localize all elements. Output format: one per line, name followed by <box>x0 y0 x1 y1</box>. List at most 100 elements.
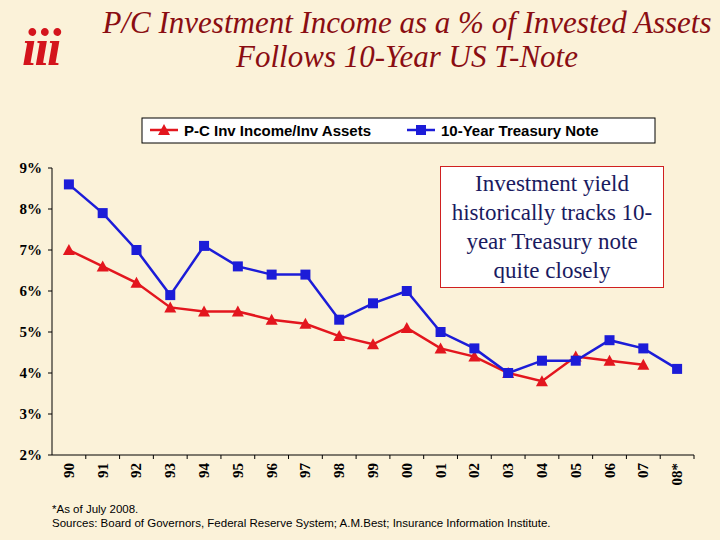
title: P/C Investment Income as a % of Invested… <box>98 6 716 74</box>
x-tick-label: 08* <box>669 463 685 486</box>
data-point <box>604 355 616 366</box>
x-tick <box>356 455 357 459</box>
data-point <box>97 260 109 271</box>
x-tick <box>525 455 526 459</box>
x-tick-label: 02 <box>466 463 482 478</box>
data-point <box>436 327 446 337</box>
data-point <box>402 286 412 296</box>
data-point <box>333 330 345 341</box>
data-point <box>198 306 210 317</box>
x-tick-label: 01 <box>433 463 449 478</box>
x-tick <box>119 455 120 459</box>
x-tick-label: 05 <box>568 463 584 478</box>
y-tick-label: 2% <box>20 447 43 463</box>
data-point <box>300 270 310 280</box>
legend: P-C Inv Income/Inv Assets 10-Year Treasur… <box>142 118 655 143</box>
logo: iii <box>22 18 59 77</box>
x-tick-label: 96 <box>264 463 280 479</box>
data-point <box>334 315 344 325</box>
x-tick <box>153 455 154 459</box>
data-point <box>367 338 379 349</box>
x-tick <box>423 455 424 459</box>
data-point <box>232 306 244 317</box>
x-tick <box>660 455 661 459</box>
y-tick <box>48 168 52 169</box>
legend-marker <box>416 125 426 135</box>
data-point <box>571 356 581 366</box>
x-tick <box>389 455 390 459</box>
y-tick <box>48 455 52 456</box>
data-point <box>368 298 378 308</box>
data-point <box>299 318 311 329</box>
x-tick-label: 90 <box>61 463 77 478</box>
y-tick <box>48 291 52 292</box>
data-point <box>233 261 243 271</box>
x-tick <box>220 455 221 459</box>
data-point <box>164 301 176 312</box>
x-tick-label: 95 <box>230 463 246 478</box>
x-tick <box>187 455 188 459</box>
x-tick <box>322 455 323 459</box>
y-tick-label: 4% <box>20 365 43 381</box>
x-tick-label: 04 <box>534 463 550 479</box>
x-tick <box>694 455 695 459</box>
data-point <box>266 314 278 325</box>
y-tick-label: 5% <box>20 324 43 340</box>
x-tick <box>85 455 86 459</box>
axes: 2%3%4%5%6%7%8%9%909192939495969798990001… <box>20 160 695 486</box>
data-point <box>605 335 615 345</box>
x-tick <box>626 455 627 459</box>
data-point <box>131 245 141 255</box>
x-tick-label: 06 <box>602 463 618 479</box>
data-point <box>98 208 108 218</box>
annotation: Investment yield historically tracks 10-… <box>440 166 664 288</box>
x-tick-label: 00 <box>399 463 415 478</box>
x-tick <box>288 455 289 459</box>
data-point <box>469 343 479 353</box>
y-axis <box>52 168 53 455</box>
x-tick-label: 03 <box>500 463 516 478</box>
x-tick <box>254 455 255 459</box>
y-tick-label: 8% <box>20 201 43 217</box>
legend-box <box>142 118 655 143</box>
x-axis <box>52 455 694 456</box>
x-tick-label: 97 <box>297 463 313 479</box>
data-point <box>638 343 648 353</box>
page: P-C Inv Income/Inv Assets 10-Year Treasur… <box>0 0 720 540</box>
data-point <box>672 364 682 374</box>
data-point <box>435 342 447 353</box>
y-tick-label: 3% <box>20 406 43 422</box>
data-point <box>199 241 209 251</box>
data-point <box>165 290 175 300</box>
data-point <box>267 270 277 280</box>
data-point <box>64 179 74 189</box>
data-point <box>503 368 513 378</box>
y-tick <box>48 250 52 251</box>
y-tick-label: 9% <box>20 160 43 176</box>
data-point <box>130 277 142 288</box>
data-point <box>502 367 514 378</box>
y-tick-label: 6% <box>20 283 43 299</box>
y-tick <box>48 373 52 374</box>
x-tick <box>457 455 458 459</box>
y-tick <box>48 332 52 333</box>
y-tick-label: 7% <box>20 242 43 258</box>
x-tick-label: 94 <box>196 463 212 479</box>
x-tick <box>491 455 492 459</box>
x-tick-label: 91 <box>95 463 111 478</box>
data-point <box>637 359 649 370</box>
legend-label: 10-Year Treasury Note <box>441 122 599 139</box>
data-point <box>63 244 75 255</box>
x-tick-label: 92 <box>128 463 144 478</box>
source: Sources: Board of Governors, Federal Res… <box>52 517 551 529</box>
footnote: *As of July 2008. <box>52 503 138 515</box>
x-tick-label: 98 <box>331 463 347 478</box>
data-point <box>536 375 548 386</box>
x-tick <box>592 455 593 459</box>
legend-label: P-C Inv Income/Inv Assets <box>184 122 371 139</box>
y-tick <box>48 209 52 210</box>
y-tick <box>48 414 52 415</box>
data-point <box>537 356 547 366</box>
x-tick <box>558 455 559 459</box>
x-tick-label: 07 <box>635 463 651 479</box>
